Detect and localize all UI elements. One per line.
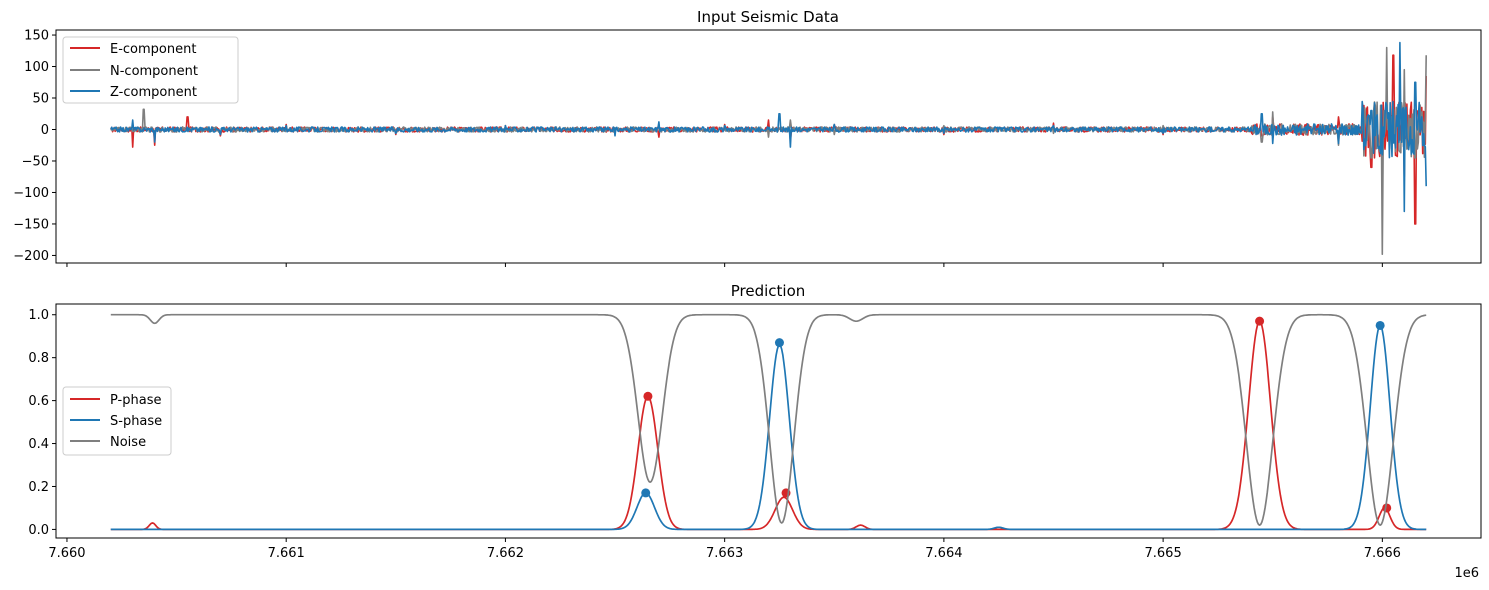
prediction-legend-box: [62, 386, 172, 456]
y-tick-label: 0.2: [28, 480, 49, 495]
prediction-x-ticks: 7.660 7.661 7.662 7.663 7.664 7.665 7.666: [48, 538, 1401, 561]
pick-marker-s-phase: [641, 488, 651, 498]
y-tick-label: −200: [13, 249, 49, 264]
x-tick-label: 7.664: [925, 546, 962, 561]
prediction-legend: P-phase S-phase Noise: [62, 386, 172, 456]
x-offset-text: 1e6: [1454, 566, 1479, 581]
pick-marker-p-phase: [643, 391, 653, 401]
y-tick-label: 0.4: [28, 437, 49, 452]
x-tick-label: 7.666: [1364, 546, 1401, 561]
y-tick-label: 1.0: [28, 308, 49, 323]
pick-marker-p-phase: [1255, 316, 1265, 326]
y-tick-label: −150: [13, 217, 49, 232]
legend-label-z-component: Z-component: [110, 85, 197, 100]
y-tick-label: 50: [32, 92, 49, 107]
seismic-data-panel: Input Seismic Data −200 −150 −100 −50 0 50 100…: [13, 8, 1482, 267]
y-tick-label: −100: [13, 186, 49, 201]
seismic-axes-frame: [55, 29, 1482, 264]
prediction-series-group: [110, 313, 1427, 531]
seismic-legend-box: [62, 36, 239, 104]
seismic-series-group: [110, 41, 1427, 255]
x-tick-label: 7.662: [487, 546, 524, 561]
legend-label-n-component: N-component: [110, 64, 198, 79]
series-line-e-component: [110, 54, 1427, 225]
y-tick-label: 100: [24, 60, 49, 75]
y-tick-label: 0.8: [28, 351, 49, 366]
x-tick-label: 7.661: [268, 546, 305, 561]
y-tick-label: 0.0: [28, 523, 49, 538]
prediction-title: Prediction: [731, 282, 806, 300]
y-tick-label: −50: [22, 154, 49, 169]
seismic-y-ticks: −200 −150 −100 −50 0 50 100 150: [13, 29, 56, 264]
legend-label-noise: Noise: [110, 435, 146, 450]
legend-label-p-phase: P-phase: [110, 393, 161, 408]
series-line-noise: [110, 313, 1427, 526]
seismic-x-ticks: [66, 263, 1383, 267]
x-tick-label: 7.660: [48, 546, 85, 561]
series-line-n-component: [110, 46, 1427, 255]
prediction-panel: Prediction 0.0 0.2 0.4 0.6 0.8 1.0 7.660 7.661…: [28, 282, 1482, 581]
y-tick-label: 150: [24, 29, 49, 44]
prediction-axes-frame: [55, 303, 1482, 539]
y-tick-label: 0.6: [28, 394, 49, 409]
y-tick-label: 0: [41, 123, 49, 138]
legend-label-e-component: E-component: [110, 42, 196, 57]
pick-marker-s-phase: [1375, 320, 1385, 330]
seismic-legend: E-component N-component Z-component: [62, 36, 239, 104]
seismic-data-title: Input Seismic Data: [697, 8, 839, 26]
x-tick-label: 7.665: [1145, 546, 1182, 561]
x-tick-label: 7.663: [706, 546, 743, 561]
pick-marker-s-phase: [774, 338, 784, 348]
prediction-y-ticks: 0.0 0.2 0.4 0.6 0.8 1.0: [28, 308, 56, 538]
series-line-z-component: [110, 41, 1427, 213]
legend-label-s-phase: S-phase: [110, 414, 162, 429]
